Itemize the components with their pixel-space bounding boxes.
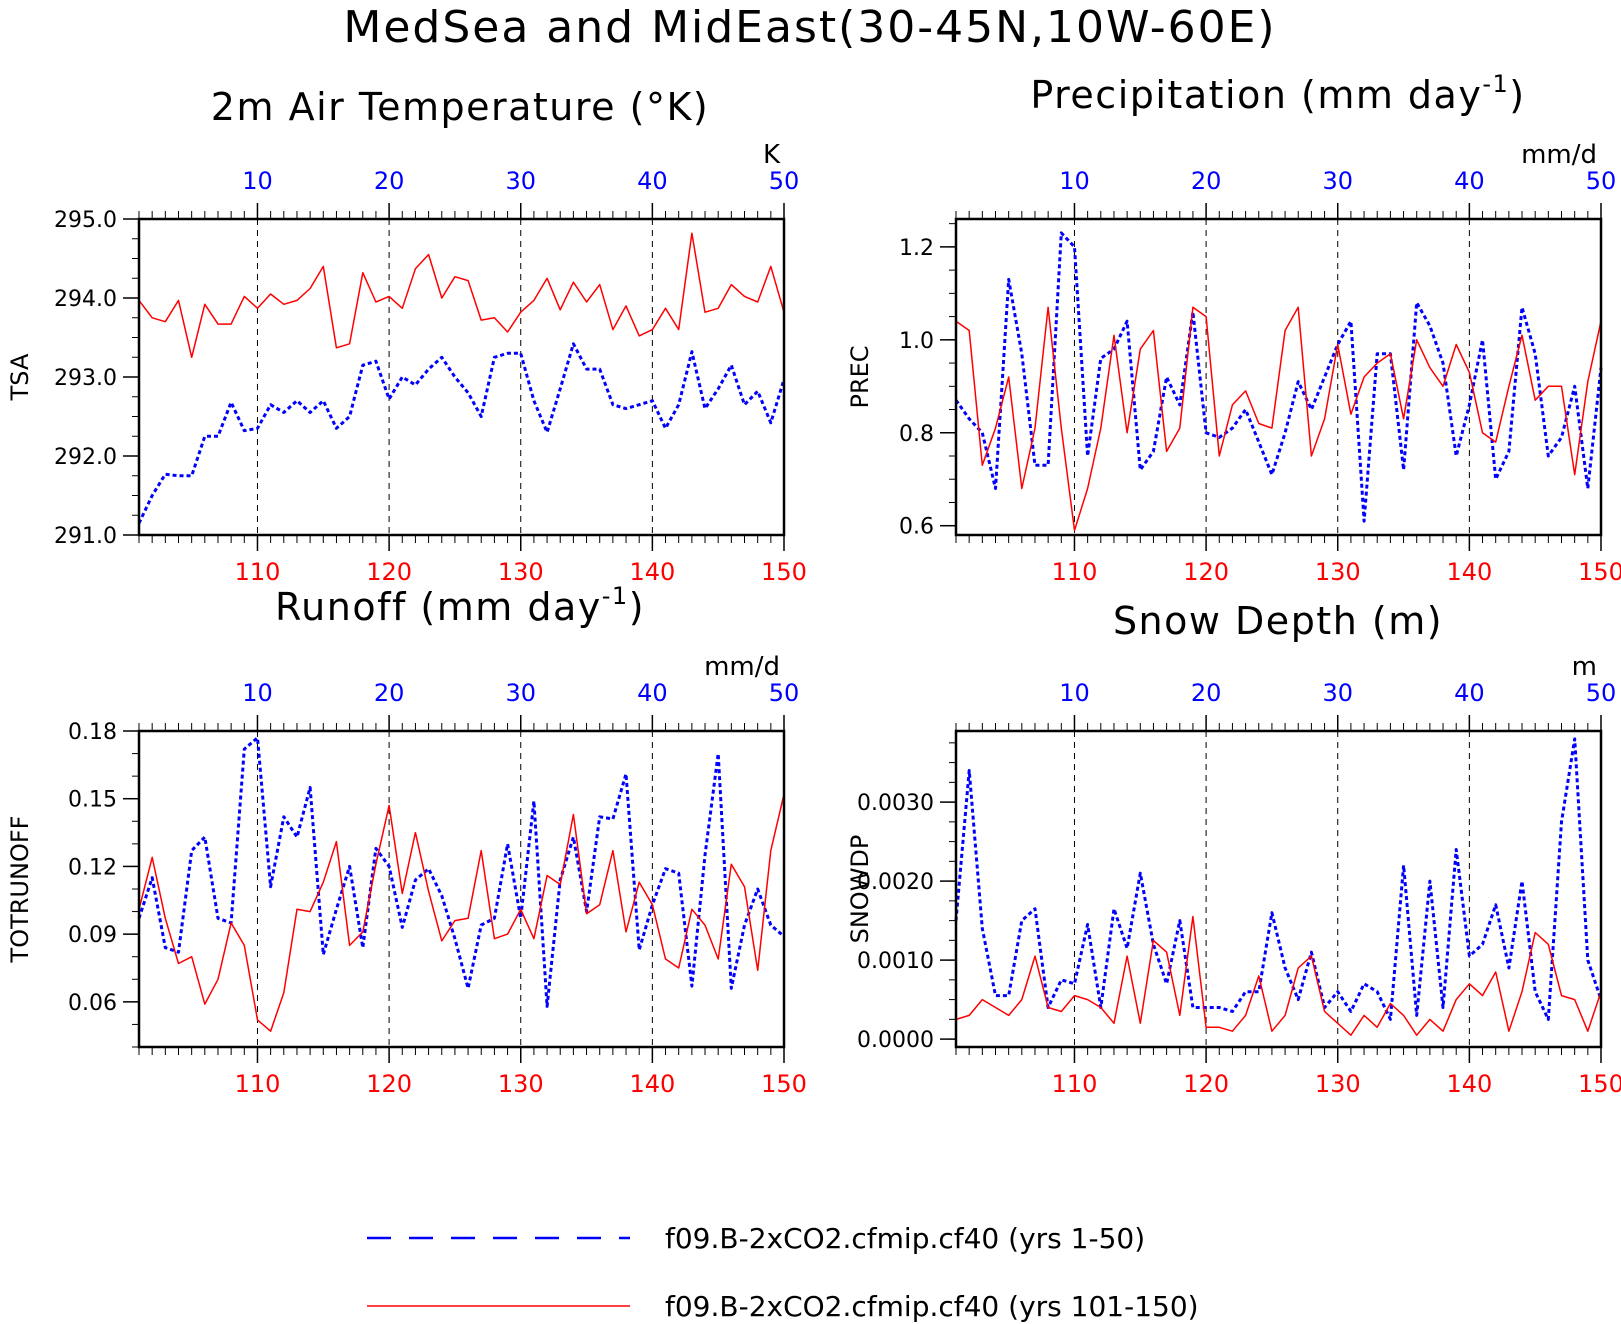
top-tick-label: 30	[1322, 167, 1353, 195]
y-tick-label: 0.0030	[857, 791, 934, 816]
bottom-tick-label: 140	[629, 558, 675, 586]
y-tick-label: 0.18	[68, 720, 117, 745]
top-tick-label: 30	[505, 679, 536, 707]
chart-panel-2: Precipitation (mm day-1) mm/d PREC 0.6 0.8 1.…	[846, 70, 1621, 586]
top-tick-label: 40	[1454, 167, 1485, 195]
series-line-blue	[137, 342, 786, 524]
y-axis-label: TSA	[6, 353, 34, 401]
y-tick-label: 1.2	[899, 236, 934, 261]
y-tick-label: 291.0	[54, 524, 117, 549]
y-tick-label: 0.0000	[857, 1028, 934, 1053]
chart-panels: 2m Air Temperature (°K) K TSA 291.0 292.0 293…	[6, 70, 1621, 1098]
series-line-blue	[954, 231, 1603, 523]
panel-title-end: )	[629, 585, 645, 629]
bottom-tick-label: 110	[1052, 558, 1098, 586]
top-tick-label: 20	[1191, 679, 1222, 707]
panel-title: Snow Depth (m)	[1113, 599, 1443, 643]
bottom-tick-label: 130	[498, 1070, 544, 1098]
y-tick-label: 1.0	[899, 329, 934, 354]
top-tick-label: 10	[1059, 679, 1090, 707]
panel-title: 2m Air Temperature (°K)	[211, 85, 709, 129]
legend: f09.B-2xCO2.cfmip.cf40 (yrs 1-50) f09.B-…	[367, 1222, 1199, 1323]
bottom-tick-label: 150	[761, 1070, 807, 1098]
series-line-red	[138, 794, 785, 1032]
units-label: K	[763, 140, 781, 170]
y-tick-label: 0.15	[68, 788, 117, 813]
units-label: mm/d	[1521, 140, 1597, 170]
top-tick-label: 20	[1191, 167, 1222, 195]
y-axis-label: SNOWDP	[846, 835, 874, 944]
bottom-tick-label: 120	[366, 1070, 412, 1098]
y-tick-label: 294.0	[54, 287, 117, 312]
plot-frame	[137, 729, 786, 1049]
bottom-tick-label: 140	[1446, 1070, 1492, 1098]
top-tick-label: 40	[637, 167, 668, 195]
legend-label-blue: f09.B-2xCO2.cfmip.cf40 (yrs 1-50)	[665, 1222, 1145, 1255]
y-tick-label: 295.0	[54, 208, 117, 233]
bottom-tick-label: 110	[235, 558, 281, 586]
bottom-tick-label: 130	[498, 558, 544, 586]
bottom-tick-label: 150	[1578, 1070, 1621, 1098]
main-title: MedSea and MidEast(30-45N,10W-60E)	[343, 2, 1276, 53]
chart-panel-3: Runoff (mm day-1) mm/d TOTRUNOFF 0.06 0.09 0.…	[6, 582, 807, 1098]
bottom-tick-label: 120	[366, 558, 412, 586]
chart-panel-4: Snow Depth (m) m SNOWDP 0.0000 0.0010 0.0020 0…	[846, 599, 1621, 1098]
units-label: mm/d	[704, 652, 780, 682]
y-tick-label: 0.0020	[857, 870, 934, 895]
y-tick-label: 0.0010	[857, 949, 934, 974]
y-tick-label: 0.09	[68, 923, 117, 948]
top-tick-label: 10	[242, 167, 273, 195]
y-tick-label: 0.06	[68, 991, 117, 1016]
units-label: m	[1572, 652, 1597, 682]
series-line-red	[955, 915, 1602, 1036]
top-tick-label: 30	[1322, 679, 1353, 707]
y-axis-label: TOTRUNOFF	[6, 816, 34, 964]
bottom-tick-label: 130	[1315, 1070, 1361, 1098]
top-tick-label: 10	[242, 679, 273, 707]
plot-frame	[137, 217, 786, 537]
bottom-tick-label: 140	[629, 1070, 675, 1098]
panel-title-end: )	[1509, 73, 1525, 117]
legend-label-red: f09.B-2xCO2.cfmip.cf40 (yrs 101-150)	[665, 1290, 1199, 1323]
top-tick-label: 40	[637, 679, 668, 707]
series-line-blue	[954, 737, 1603, 1021]
bottom-tick-label: 150	[1578, 558, 1621, 586]
series-line-red	[138, 232, 785, 359]
bottom-tick-label: 120	[1183, 1070, 1229, 1098]
plot-frame	[954, 729, 1603, 1049]
top-tick-label: 30	[505, 167, 536, 195]
series-line-blue	[137, 736, 785, 1008]
plot-frame	[954, 217, 1603, 537]
top-tick-label: 50	[769, 167, 800, 195]
top-tick-label: 10	[1059, 167, 1090, 195]
bottom-tick-label: 150	[761, 558, 807, 586]
series-line-red	[955, 306, 1602, 532]
top-tick-label: 40	[1454, 679, 1485, 707]
panel-title: Precipitation (mm day-1)	[1030, 70, 1525, 117]
y-tick-label: 0.12	[68, 855, 117, 880]
panel-title-superscript: -1	[602, 582, 629, 610]
y-tick-label: 0.6	[899, 515, 934, 540]
panel-title-superscript: -1	[1482, 70, 1509, 98]
bottom-tick-label: 130	[1315, 558, 1361, 586]
chart-panel-1: 2m Air Temperature (°K) K TSA 291.0 292.0 293…	[6, 85, 807, 586]
y-tick-label: 0.8	[899, 422, 934, 447]
top-tick-label: 20	[374, 167, 405, 195]
bottom-tick-label: 120	[1183, 558, 1229, 586]
y-axis-label: PREC	[846, 345, 874, 408]
top-tick-label: 20	[374, 679, 405, 707]
panel-title: Runoff (mm day-1)	[275, 582, 645, 629]
y-tick-label: 293.0	[54, 366, 117, 391]
y-tick-label: 292.0	[54, 445, 117, 470]
top-tick-label: 50	[1586, 679, 1617, 707]
top-tick-label: 50	[1586, 167, 1617, 195]
bottom-tick-label: 140	[1446, 558, 1492, 586]
bottom-tick-label: 110	[235, 1070, 281, 1098]
bottom-tick-label: 110	[1052, 1070, 1098, 1098]
top-tick-label: 50	[769, 679, 800, 707]
